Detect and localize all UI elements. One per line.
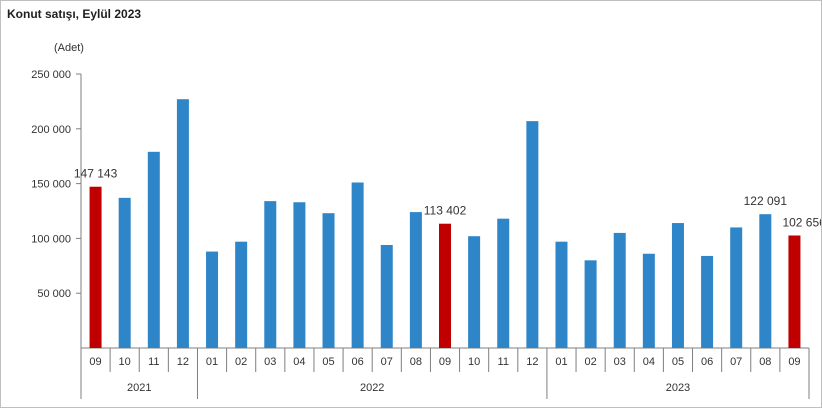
x-tick-label: 09	[89, 356, 101, 368]
bar	[351, 182, 364, 348]
bar	[322, 213, 335, 348]
x-tick-label: 06	[701, 356, 713, 368]
x-tick-label: 11	[498, 356, 509, 368]
x-tick-label: 06	[352, 356, 364, 368]
x-tick-label: 05	[322, 356, 334, 368]
y-tick-label: 50 000	[37, 288, 71, 300]
bar	[701, 255, 714, 348]
bar	[118, 197, 131, 348]
bar	[642, 253, 655, 348]
x-tick-label: 07	[381, 356, 393, 368]
x-tick-label: 05	[672, 356, 684, 368]
y-tick-label: 150 000	[31, 179, 71, 191]
x-tick-label: 09	[788, 356, 800, 368]
bar-highlighted	[439, 223, 451, 348]
y-tick-label: 250 000	[31, 69, 71, 81]
y-tick-label: 100 000	[31, 233, 71, 245]
bar	[235, 241, 248, 348]
x-tick-label: 02	[584, 356, 596, 368]
x-tick-label: 07	[730, 356, 742, 368]
bar	[380, 244, 393, 348]
bar	[759, 214, 772, 348]
x-tick-label: 03	[264, 356, 276, 368]
year-label: 2023	[666, 382, 690, 394]
x-tick-label: 08	[410, 356, 422, 368]
bar	[730, 227, 743, 348]
bar-highlighted	[89, 186, 102, 348]
x-tick-label: 04	[643, 356, 655, 368]
x-tick-label: 11	[148, 356, 159, 368]
bar	[497, 218, 510, 348]
x-tick-label: 10	[468, 356, 480, 368]
axes-layer	[76, 73, 810, 399]
data-label: 102 656	[782, 215, 821, 229]
bar	[147, 151, 160, 348]
data-label: 147 143	[74, 167, 118, 181]
labels-layer: (Adet) 250 000 200 000 150 000 100 000 50 000…	[31, 42, 821, 394]
bars-layer	[89, 99, 801, 349]
y-tick-label: 200 000	[31, 124, 71, 136]
bar	[176, 99, 189, 348]
bar	[671, 223, 684, 348]
bar	[409, 212, 422, 348]
x-tick-label: 01	[206, 356, 218, 368]
bar	[555, 241, 568, 348]
x-tick-label: 09	[439, 356, 451, 368]
bar-highlighted	[788, 235, 801, 348]
x-tick-label: 12	[526, 356, 538, 368]
bar	[613, 232, 626, 348]
x-tick-label: 04	[293, 356, 305, 368]
bar	[264, 201, 277, 348]
data-label: 122 091	[744, 194, 788, 208]
x-tick-label: 02	[235, 356, 247, 368]
x-tick-label: 08	[759, 356, 771, 368]
y-unit-label: (Adet)	[54, 42, 84, 54]
x-tick-label: 10	[119, 356, 131, 368]
chart-title: Konut satışı, Eylül 2023	[7, 7, 142, 21]
bar	[206, 251, 219, 348]
x-tick-label: 01	[555, 356, 567, 368]
year-label: 2021	[127, 382, 151, 394]
x-tick-label: 03	[614, 356, 626, 368]
x-tick-label: 12	[177, 356, 189, 368]
bar	[526, 121, 539, 349]
bar	[584, 260, 597, 348]
data-label: 113 402	[424, 204, 467, 218]
year-label: 2022	[360, 382, 384, 394]
bar	[468, 236, 481, 348]
bar	[293, 202, 306, 348]
